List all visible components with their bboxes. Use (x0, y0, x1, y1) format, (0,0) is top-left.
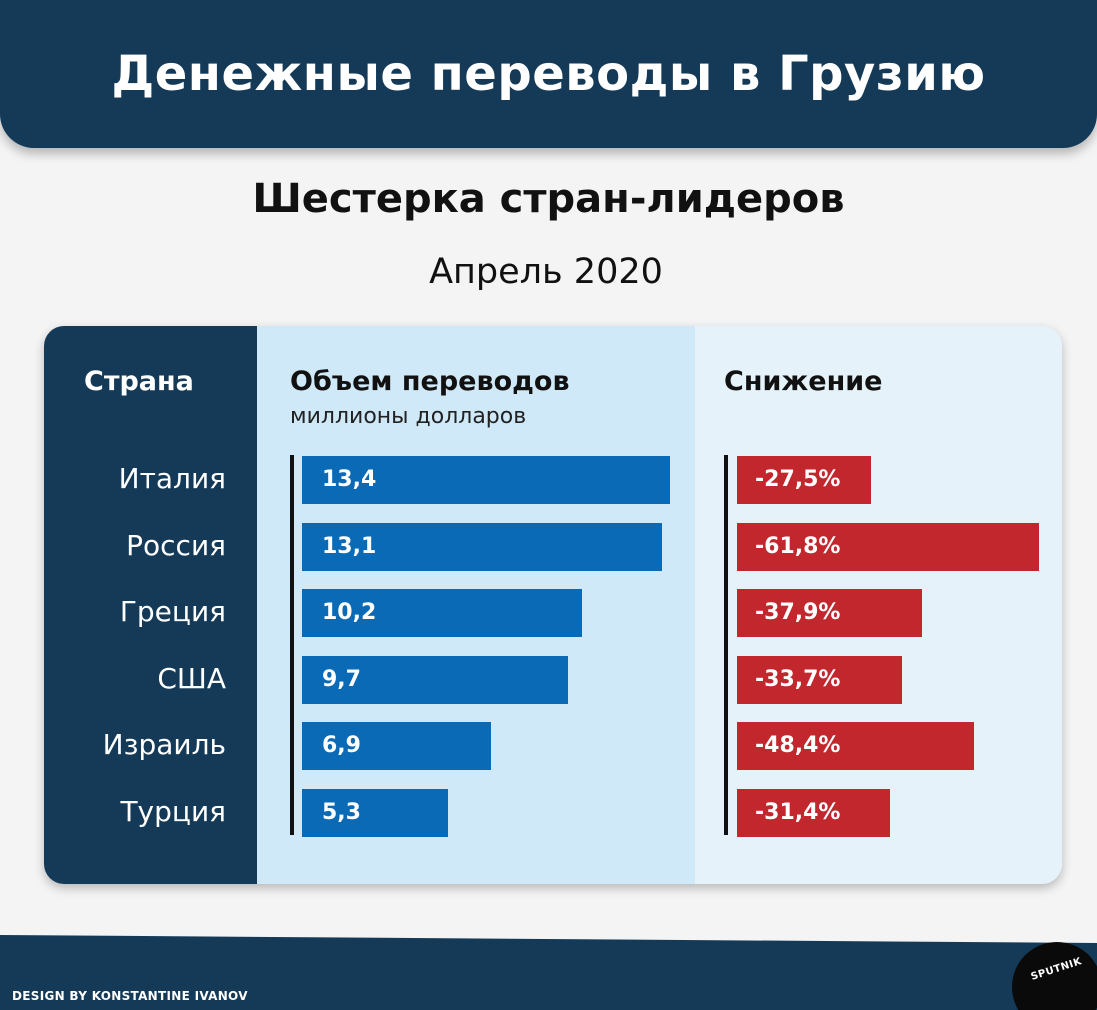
volume-column-header: Объем переводов (290, 366, 570, 397)
drop-column-header: Снижение (724, 366, 883, 397)
drop-value-label: -31,4% (755, 799, 841, 825)
drop-value-label: -27,5% (755, 467, 841, 492)
volume-bar (302, 788, 448, 837)
drop-bar (737, 788, 891, 837)
header-banner: Денежные переводы в Грузию (0, 0, 1097, 148)
drop-value-label: -37,9% (755, 600, 841, 625)
country-label: Израиль (102, 728, 226, 761)
country-column (44, 326, 257, 884)
drop-bar (737, 456, 872, 504)
chart-date: Апрель 2020 (429, 252, 663, 292)
volume-bar (302, 722, 492, 770)
volume-value-label: 6,9 (322, 733, 361, 758)
drop-bar (737, 589, 923, 637)
drop-value-label: -33,7% (755, 666, 841, 692)
drop-axis-line (724, 455, 728, 835)
drop-bar (737, 522, 1039, 571)
drop-value-label: -61,8% (755, 533, 841, 559)
country-label: Турция (120, 794, 226, 828)
chart-subtitle: Шестерка стран-лидеров (252, 176, 845, 222)
chart-panel: Страна Объем переводов миллионы долларов… (44, 326, 1062, 884)
volume-axis-line (290, 455, 294, 835)
volume-unit-label: миллионы долларов (290, 404, 527, 429)
sputnik-logo (1012, 942, 1097, 1010)
footer-band (0, 935, 1097, 1010)
page-title: Денежные переводы в Грузию (111, 46, 986, 102)
country-label: Россия (126, 528, 226, 562)
drop-bar (737, 722, 974, 770)
drop-value-label: -48,4% (755, 733, 841, 758)
volume-value-label: 5,3 (322, 799, 361, 825)
design-credit: DESIGN BY KONSTANTINE IVANOV (12, 989, 248, 1003)
volume-value-label: 10,2 (322, 600, 377, 625)
volume-bar (302, 589, 583, 637)
volume-bar (302, 522, 662, 571)
volume-bar (302, 456, 670, 504)
country-label: США (157, 661, 226, 695)
volume-value-label: 13,4 (322, 467, 377, 492)
volume-value-label: 13,1 (322, 533, 377, 559)
drop-bar (737, 655, 902, 704)
volume-bar (302, 655, 569, 704)
country-column-header: Страна (84, 366, 194, 397)
country-label: Греция (119, 595, 226, 628)
country-label: Италия (118, 462, 226, 495)
volume-value-label: 9,7 (322, 666, 361, 692)
